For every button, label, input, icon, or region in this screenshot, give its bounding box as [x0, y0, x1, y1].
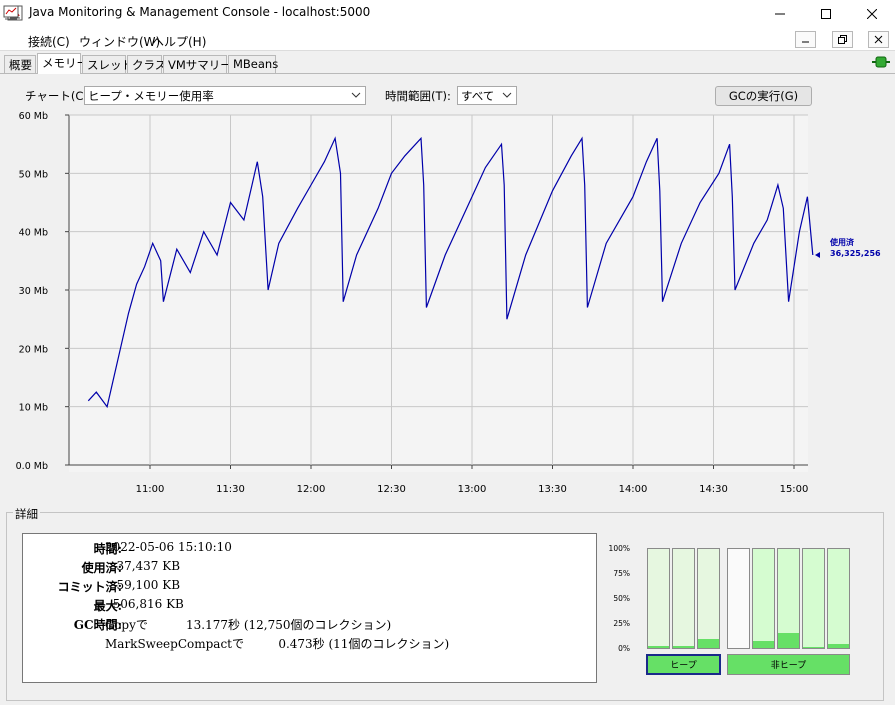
- y-tick-label: 20 Mb: [19, 344, 48, 355]
- x-tick-label: 13:30: [538, 484, 567, 495]
- nonheap-pool-bar[interactable]: [752, 548, 775, 649]
- pool-bar-fill: [778, 633, 799, 648]
- x-tick-label: 12:00: [297, 484, 326, 495]
- nonheap-pool-bar[interactable]: [827, 548, 850, 649]
- y-tick-label: 60 Mb: [19, 111, 48, 122]
- detail-key-committed: コミット済:: [57, 580, 122, 594]
- x-tick-label: 11:00: [136, 484, 165, 495]
- chevron-down-icon: [502, 92, 512, 98]
- nonheap-pool-bar[interactable]: [802, 548, 825, 649]
- current-label: 使用済: [829, 237, 855, 247]
- y-tick-label: 40 Mb: [19, 228, 48, 239]
- x-tick-label: 11:30: [216, 484, 245, 495]
- detail-key-max: 最大:: [93, 599, 122, 613]
- detail-value-used: 37,437 KB: [105, 559, 181, 573]
- range-label: 時間範囲(T):: [385, 89, 451, 103]
- pool-bar-fill: [648, 646, 669, 648]
- minimize-button[interactable]: [757, 0, 803, 27]
- chevron-down-icon: [351, 92, 361, 98]
- detail-key-time: 時間:: [93, 542, 122, 556]
- nonheap-pool-bar[interactable]: [777, 548, 800, 649]
- pct-label: 0%: [618, 644, 630, 653]
- maximize-button[interactable]: [803, 0, 849, 27]
- y-tick-label: 10 Mb: [19, 403, 48, 414]
- range-select-value: すべて: [461, 89, 495, 103]
- details-panel: [6, 512, 884, 701]
- y-tick-label: 0.0 Mb: [16, 461, 48, 472]
- detail-value-committed: 59,100 KB: [105, 578, 181, 592]
- pool-bar-fill: [753, 641, 774, 648]
- inner-restore-button[interactable]: [832, 31, 853, 48]
- memory-chart: 0.0 Mb 10 Mb 20 Mb 30 Mb 40 Mb 50 Mb 60 Mb 11:…: [16, 111, 881, 495]
- plot-area: [69, 115, 808, 472]
- x-tick-label: 13:00: [458, 484, 487, 495]
- maximize-icon: [821, 8, 831, 19]
- menu-bar: [0, 27, 895, 51]
- heap-pool-bar[interactable]: [672, 548, 695, 649]
- current-value-arrow: [815, 252, 820, 258]
- x-tick-label: 14:00: [619, 484, 648, 495]
- console-icon: [3, 4, 19, 20]
- tab-overview[interactable]: 概要: [4, 55, 36, 73]
- menu-help[interactable]: ヘルプ(H): [152, 35, 207, 49]
- x-tick-label: 12:30: [377, 484, 406, 495]
- pool-bar-fill: [828, 644, 849, 648]
- minimize-icon: [775, 13, 785, 14]
- pool-bar-fill: [673, 646, 694, 648]
- detail-value-max: 506,816 KB: [105, 597, 184, 611]
- menu-connect[interactable]: 接続(C): [28, 35, 70, 49]
- x-tick-label: 14:30: [699, 484, 728, 495]
- pct-label: 25%: [613, 619, 630, 628]
- window-title: Java Monitoring & Management Console - l…: [29, 5, 371, 19]
- close-icon: [874, 35, 883, 44]
- title-bar: [0, 0, 895, 27]
- heap-usage-line: [87, 136, 814, 409]
- tab-classes[interactable]: クラス: [127, 55, 166, 73]
- pct-label: 75%: [613, 569, 630, 578]
- nonheap-pool-bar[interactable]: [727, 548, 750, 649]
- heap-group-button[interactable]: ヒープ: [646, 654, 721, 675]
- pct-label: 50%: [613, 594, 630, 603]
- details-title: 詳細: [13, 506, 40, 522]
- connection-status-icon: [872, 55, 890, 69]
- chart-label: チャート(C):: [25, 89, 92, 103]
- x-tick-label: 15:00: [780, 484, 809, 495]
- inner-minimize-button[interactable]: [795, 31, 816, 48]
- tab-memory[interactable]: メモリー: [37, 53, 88, 74]
- chart-select[interactable]: ヒープ・メモリー使用率: [84, 86, 366, 105]
- pool-bar-fill: [698, 639, 719, 648]
- tab-vm-summary[interactable]: VMサマリー: [163, 55, 232, 73]
- y-tick-label: 50 Mb: [19, 169, 48, 180]
- close-button[interactable]: [849, 0, 895, 27]
- pool-bar-fill: [803, 647, 824, 648]
- detail-key-used: 使用済:: [81, 561, 122, 575]
- current-value: 36,325,256: [830, 249, 881, 258]
- inner-close-button[interactable]: [868, 31, 889, 48]
- range-select[interactable]: すべて: [457, 86, 517, 105]
- detail-value-gc-copy: Copyで 13.177秒 (12,750個のコレクション): [105, 618, 392, 632]
- menu-window[interactable]: ウィンドウ(W): [79, 35, 161, 49]
- tab-threads[interactable]: スレッド: [82, 55, 133, 73]
- detail-value-gc-marksweep: MarkSweepCompactで 0.473秒 (11個のコレクション): [105, 637, 450, 651]
- close-icon: [867, 8, 877, 19]
- restore-icon: [838, 35, 847, 44]
- chart-select-value: ヒープ・メモリー使用率: [88, 89, 214, 103]
- detail-key-gc-time: GC時間:: [73, 618, 122, 632]
- tab-mbeans[interactable]: MBeans: [228, 55, 278, 73]
- detail-value-time: 2022-05-06 15:10:10: [105, 540, 232, 554]
- nonheap-group-button[interactable]: 非ヒープ: [727, 654, 850, 675]
- heap-pool-bar[interactable]: [697, 548, 720, 649]
- minimize-icon: [802, 41, 809, 43]
- run-gc-button[interactable]: GCの実行(G): [715, 86, 812, 106]
- heap-pool-bar[interactable]: [647, 548, 670, 649]
- tab-bar: [0, 51, 895, 74]
- y-tick-label: 30 Mb: [19, 286, 48, 297]
- details-box: 時間: 2022-05-06 15:10:10 使用済: 37,437 KB コ…: [22, 533, 597, 683]
- pct-label: 100%: [608, 544, 630, 553]
